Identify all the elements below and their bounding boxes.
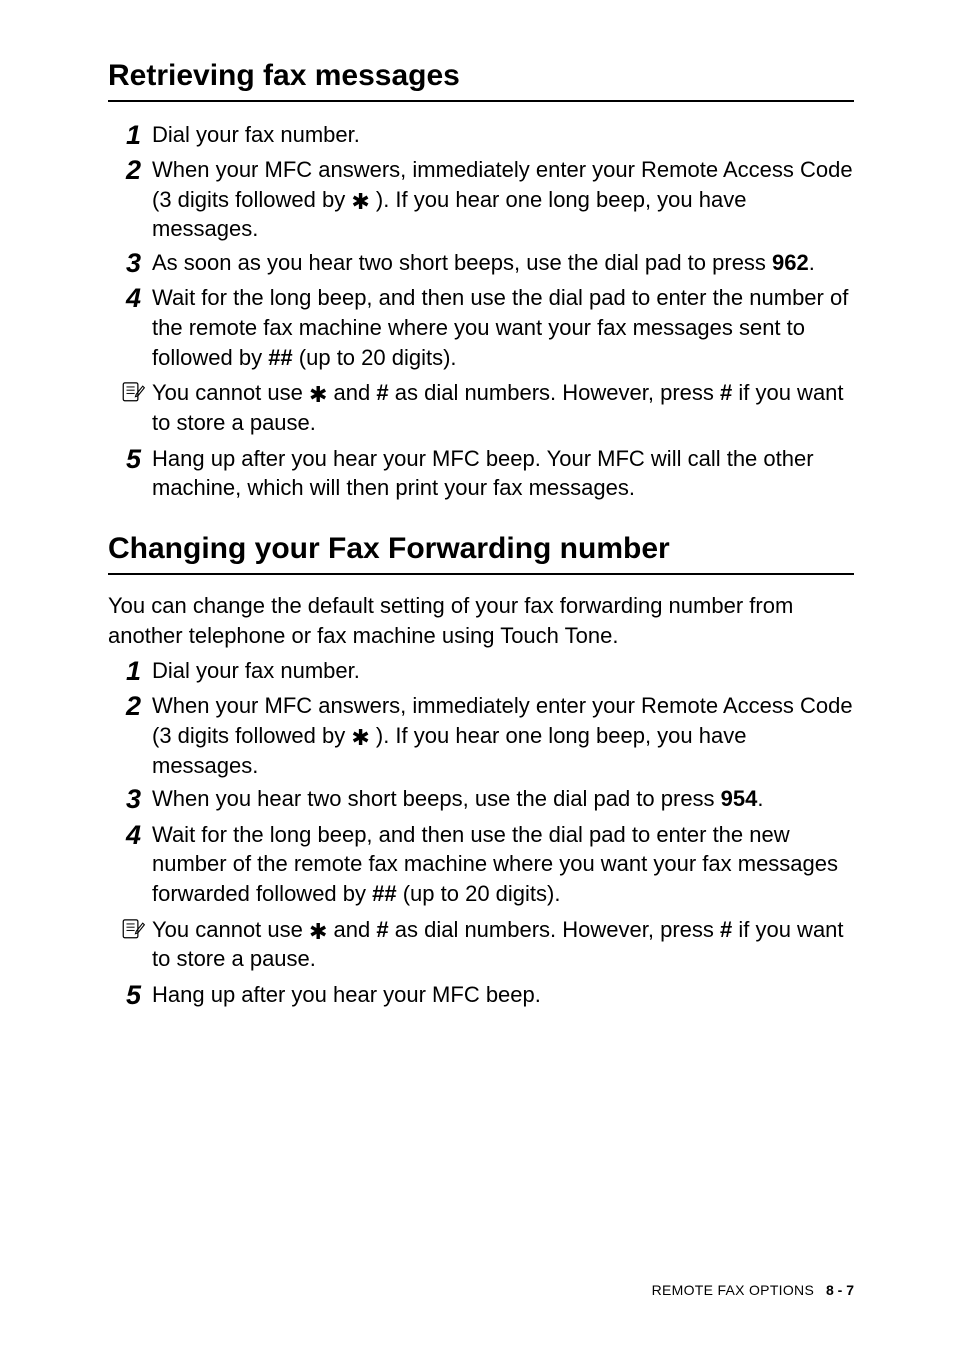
step-row: 3 As soon as you hear two short beeps, u… bbox=[108, 248, 854, 279]
step-row: 2 When your MFC answers, immediately ent… bbox=[108, 691, 854, 780]
document-page: Retrieving fax messages 1 Dial your fax … bbox=[0, 0, 954, 1352]
step-list-2: 1 Dial your fax number. 2 When your MFC … bbox=[108, 656, 854, 1011]
step-row: 4 Wait for the long beep, and then use t… bbox=[108, 820, 854, 909]
step-body: Dial your fax number. bbox=[152, 120, 854, 150]
step-body: Wait for the long beep, and then use the… bbox=[152, 820, 854, 909]
note-icon bbox=[108, 378, 152, 409]
step-row: 1 Dial your fax number. bbox=[108, 120, 854, 151]
step-row: 1 Dial your fax number. bbox=[108, 656, 854, 687]
step-row: 5 Hang up after you hear your MFC beep. bbox=[108, 980, 854, 1011]
step-row: 2 When your MFC answers, immediately ent… bbox=[108, 155, 854, 244]
step-list-1: 1 Dial your fax number. 2 When your MFC … bbox=[108, 120, 854, 503]
step-number: 1 bbox=[108, 656, 152, 687]
step-number: 2 bbox=[108, 691, 152, 722]
footer-label: REMOTE FAX OPTIONS bbox=[652, 1282, 815, 1298]
note-body: You cannot use ✱ and # as dial numbers. … bbox=[152, 915, 854, 974]
step-number: 1 bbox=[108, 120, 152, 151]
section-heading-changing: Changing your Fax Forwarding number bbox=[108, 531, 854, 575]
step-row: 5 Hang up after you hear your MFC beep. … bbox=[108, 444, 854, 503]
note-row: You cannot use ✱ and # as dial numbers. … bbox=[108, 915, 854, 974]
step-body: Wait for the long beep, and then use the… bbox=[152, 283, 854, 372]
step-number: 5 bbox=[108, 980, 152, 1011]
step-number: 5 bbox=[108, 444, 152, 475]
page-footer: REMOTE FAX OPTIONS 8 - 7 bbox=[652, 1282, 854, 1298]
step-row: 3 When you hear two short beeps, use the… bbox=[108, 784, 854, 815]
step-body: When your MFC answers, immediately enter… bbox=[152, 691, 854, 780]
section-intro: You can change the default setting of yo… bbox=[108, 591, 854, 650]
step-body: Dial your fax number. bbox=[152, 656, 854, 686]
step-number: 2 bbox=[108, 155, 152, 186]
note-icon bbox=[108, 915, 152, 946]
step-body: Hang up after you hear your MFC beep. bbox=[152, 980, 854, 1010]
step-body: When you hear two short beeps, use the d… bbox=[152, 784, 854, 814]
step-number: 3 bbox=[108, 248, 152, 279]
step-body: When your MFC answers, immediately enter… bbox=[152, 155, 854, 244]
step-body: Hang up after you hear your MFC beep. Yo… bbox=[152, 444, 854, 503]
step-number: 4 bbox=[108, 283, 152, 314]
section-heading-retrieving: Retrieving fax messages bbox=[108, 58, 854, 102]
step-number: 3 bbox=[108, 784, 152, 815]
footer-page: 8 - 7 bbox=[826, 1282, 854, 1298]
note-row: You cannot use ✱ and # as dial numbers. … bbox=[108, 378, 854, 437]
step-body: As soon as you hear two short beeps, use… bbox=[152, 248, 854, 278]
step-row: 4 Wait for the long beep, and then use t… bbox=[108, 283, 854, 372]
note-body: You cannot use ✱ and # as dial numbers. … bbox=[152, 378, 854, 437]
step-number: 4 bbox=[108, 820, 152, 851]
